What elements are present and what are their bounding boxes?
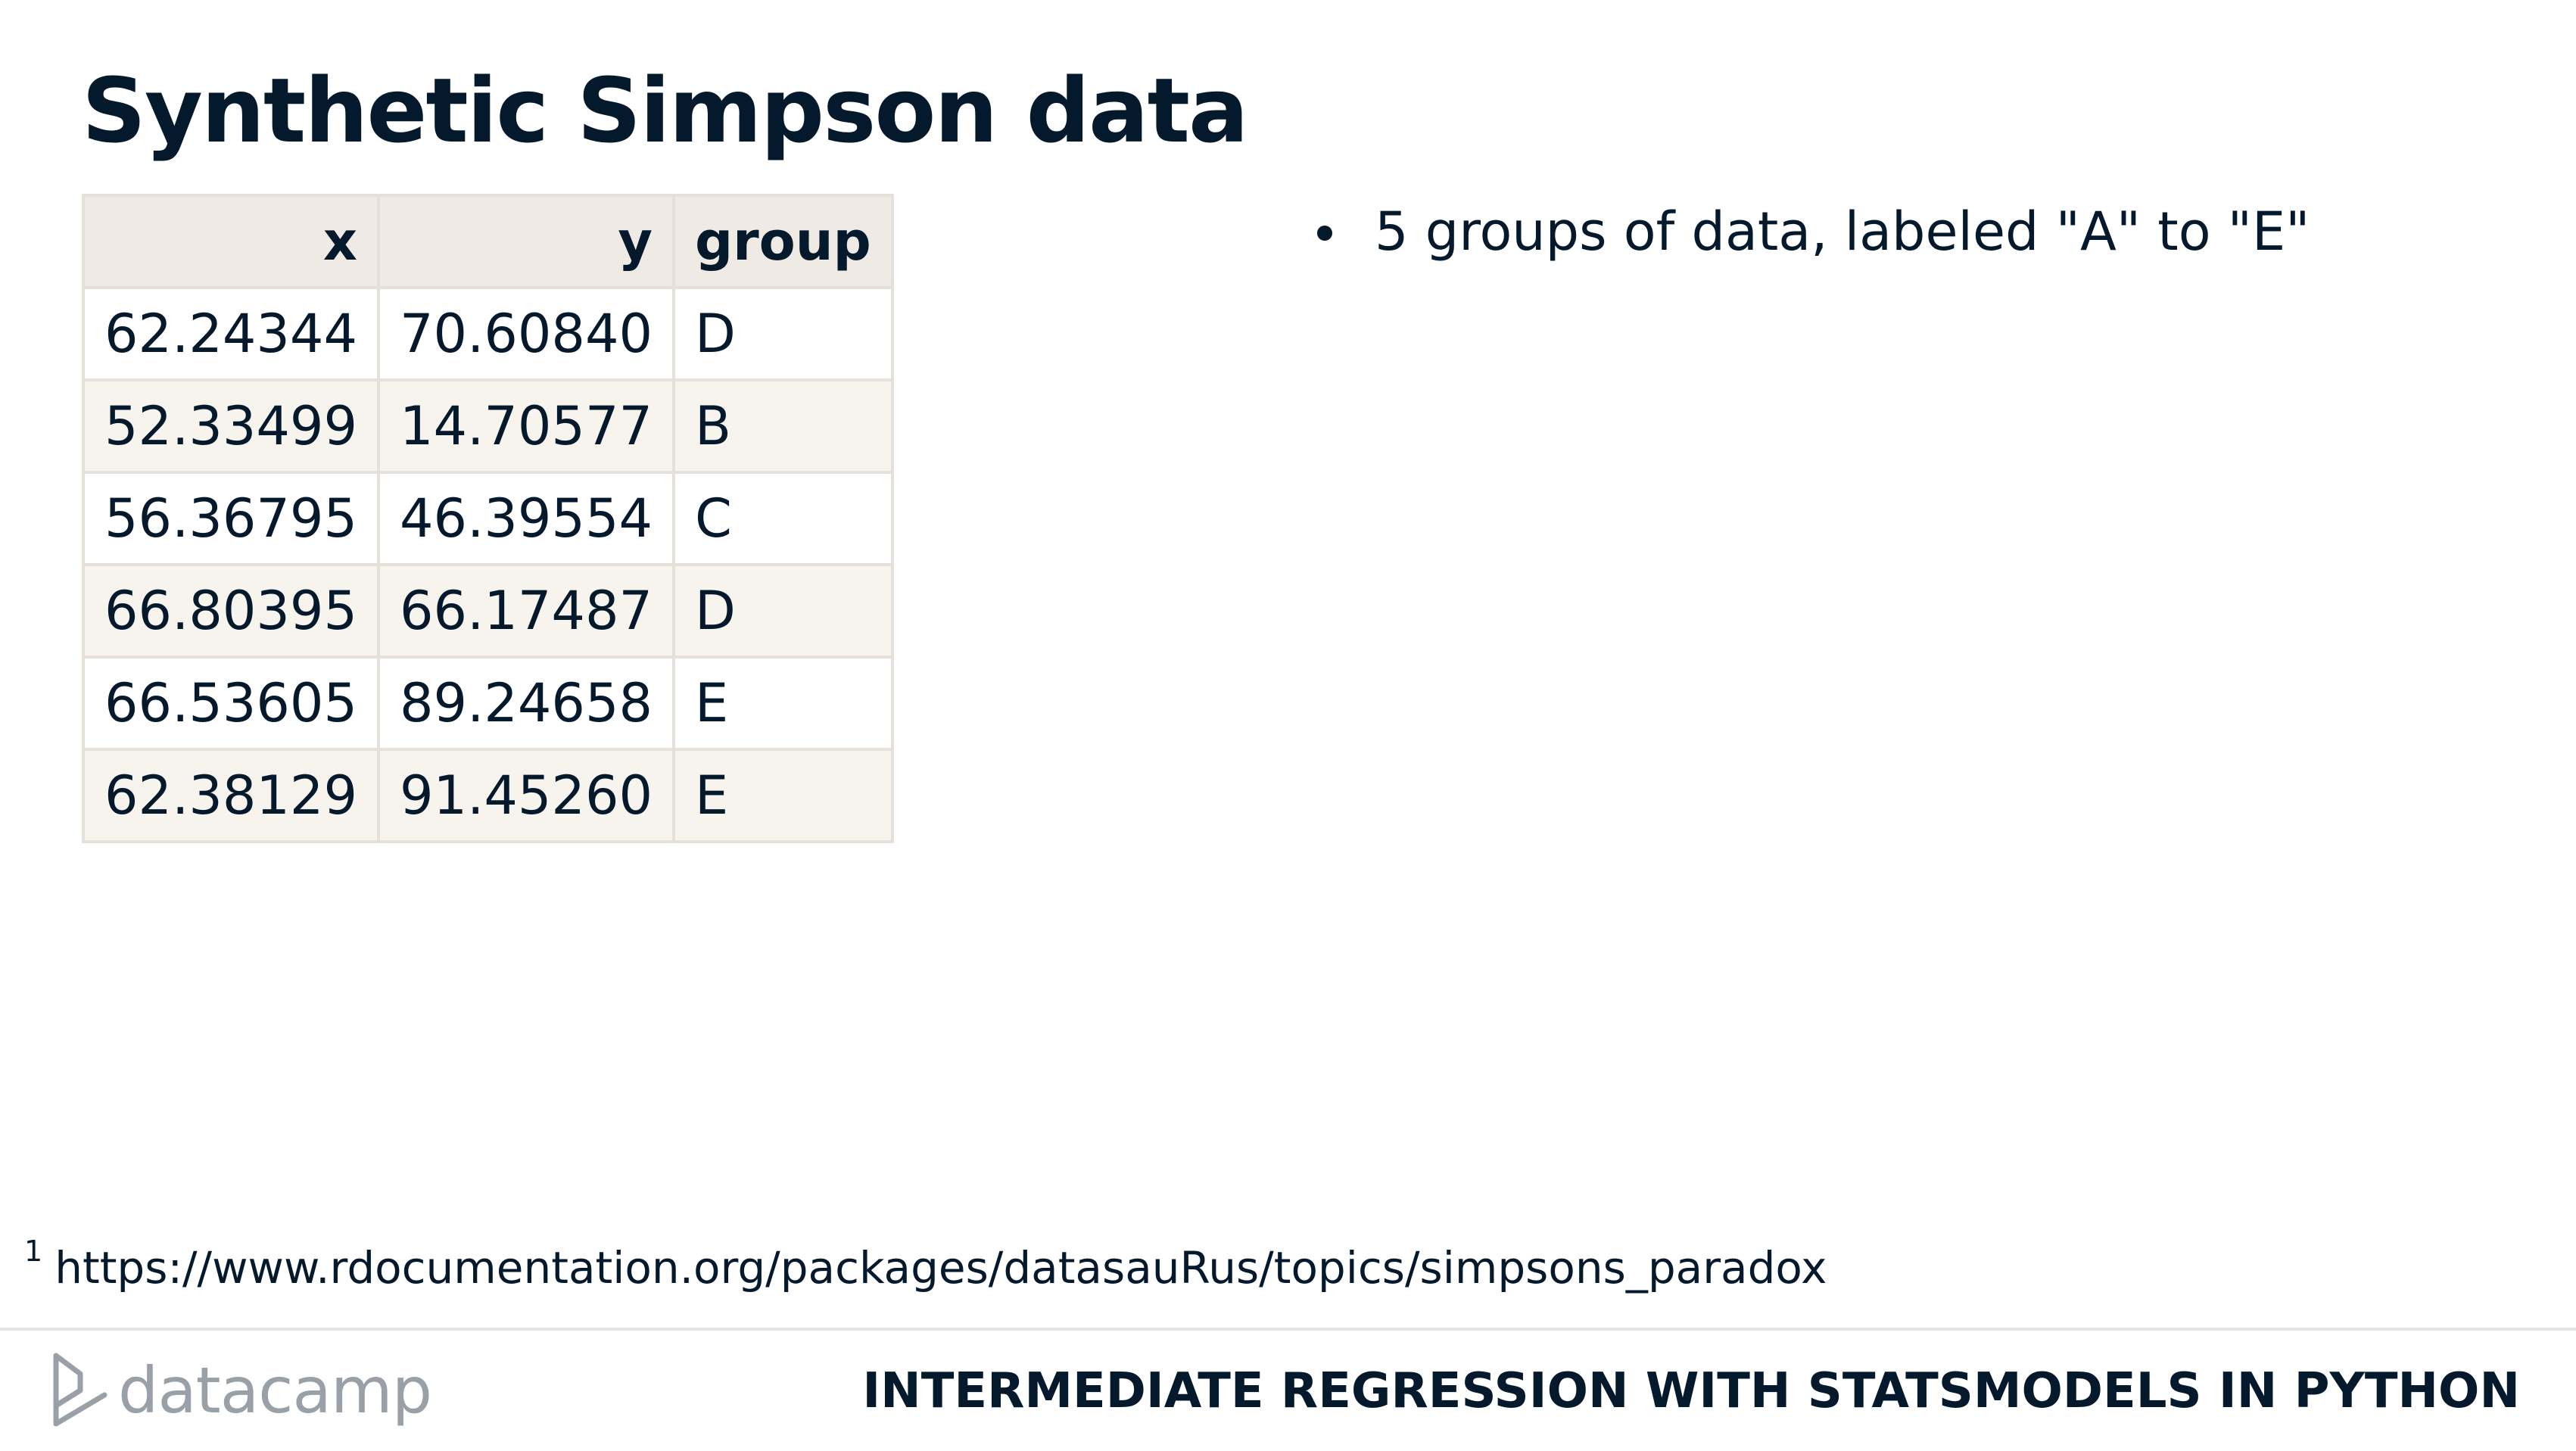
cell-y: 46.39554 — [377, 471, 676, 566]
cell-y: 14.70577 — [377, 378, 676, 474]
bullet-list: 5 groups of data, labeled "A" to "E" — [1317, 194, 2310, 269]
course-title: INTERMEDIATE REGRESSION WITH STATSMODELS… — [862, 1363, 2520, 1419]
table-row: 66.80395 66.17487 D — [81, 563, 894, 659]
logo-text: datacamp — [118, 1353, 432, 1428]
bullet-item: 5 groups of data, labeled "A" to "E" — [1317, 194, 2310, 269]
bullet-dot-icon — [1317, 226, 1332, 241]
slide-title: Synthetic Simpson data — [82, 58, 1249, 163]
cell-group: E — [672, 655, 894, 751]
table-row: 52.33499 14.70577 B — [81, 378, 894, 474]
cell-y: 89.24658 — [377, 655, 676, 751]
cell-x: 66.53605 — [81, 655, 381, 751]
table-row: 56.36795 46.39554 C — [81, 471, 894, 566]
cell-group: D — [672, 286, 894, 381]
cell-group: C — [672, 471, 894, 566]
table-row: 62.24344 70.60840 D — [81, 286, 894, 381]
cell-group: B — [672, 378, 894, 474]
table-row: 66.53605 89.24658 E — [81, 655, 894, 751]
datacamp-logo: datacamp — [50, 1349, 432, 1432]
bullet-text: 5 groups of data, labeled "A" to "E" — [1375, 201, 2310, 263]
data-table: x y group 62.24344 70.60840 D 52.33499 1… — [81, 194, 894, 843]
datacamp-logo-icon — [53, 1353, 107, 1427]
footer-divider — [0, 1328, 2576, 1331]
footnote-link[interactable]: https://www.rdocumentation.org/packages/… — [55, 1242, 1827, 1294]
cell-y: 66.17487 — [377, 563, 676, 659]
cell-y: 70.60840 — [377, 286, 676, 381]
cell-x: 62.24344 — [81, 286, 381, 381]
column-header-y: y — [377, 194, 676, 289]
cell-group: D — [672, 563, 894, 659]
cell-x: 52.33499 — [81, 378, 381, 474]
column-header-x: x — [81, 194, 381, 289]
cell-x: 66.80395 — [81, 563, 381, 659]
table-header-row: x y group — [81, 194, 894, 289]
cell-group: E — [672, 748, 894, 843]
cell-x: 62.38129 — [81, 748, 381, 843]
footnote-marker: 1 — [24, 1235, 43, 1268]
footnote: 1 https://www.rdocumentation.org/packages… — [24, 1234, 1827, 1302]
table-row: 62.38129 91.45260 E — [81, 748, 894, 843]
column-header-group: group — [672, 194, 894, 289]
cell-x: 56.36795 — [81, 471, 381, 566]
cell-y: 91.45260 — [377, 748, 676, 843]
